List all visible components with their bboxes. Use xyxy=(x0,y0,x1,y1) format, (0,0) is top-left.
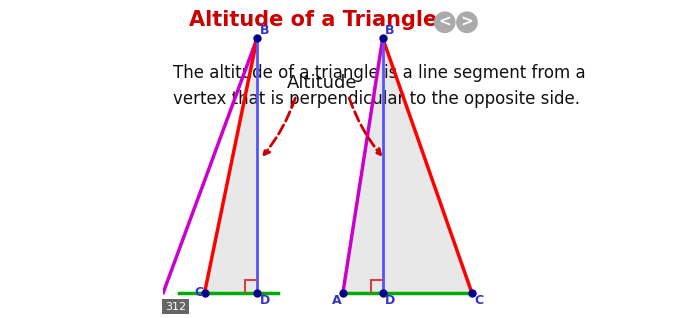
Text: <: < xyxy=(439,15,451,30)
Text: C: C xyxy=(475,294,483,307)
Polygon shape xyxy=(343,38,472,293)
Text: >: > xyxy=(460,15,473,30)
Text: 312: 312 xyxy=(165,302,186,312)
Text: A: A xyxy=(332,294,342,307)
Text: B: B xyxy=(385,24,394,37)
Text: Altitude of a Triangle: Altitude of a Triangle xyxy=(189,10,437,30)
Text: D: D xyxy=(385,294,395,307)
Circle shape xyxy=(435,12,455,32)
Text: D: D xyxy=(259,294,270,307)
Text: C: C xyxy=(194,286,203,299)
Text: The altitude of a triangle is a line segment from a
vertex that is perpendicular: The altitude of a triangle is a line seg… xyxy=(173,64,585,108)
Text: B: B xyxy=(259,24,269,37)
Text: Altitude: Altitude xyxy=(287,74,358,92)
Circle shape xyxy=(457,12,477,32)
Polygon shape xyxy=(204,38,257,293)
